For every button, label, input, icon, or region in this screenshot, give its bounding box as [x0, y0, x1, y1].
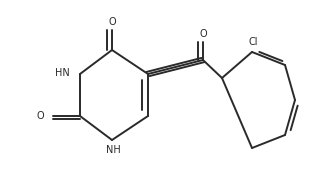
Text: HN: HN [55, 68, 70, 78]
Text: O: O [199, 29, 207, 39]
Text: O: O [36, 111, 44, 121]
Text: NH: NH [106, 145, 121, 155]
Text: O: O [108, 17, 116, 27]
Text: Cl: Cl [249, 37, 258, 47]
